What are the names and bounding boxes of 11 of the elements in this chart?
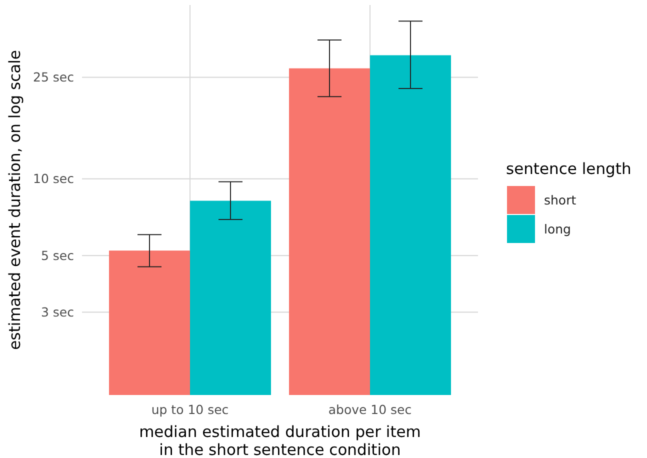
x-axis-title: median estimated duration per item in the short sentence condition: [139, 423, 421, 458]
legend-label: long: [544, 221, 571, 236]
y-axis-title: estimated event duration, on log scale: [6, 50, 24, 350]
legend-label: short: [544, 192, 576, 208]
y-tick-label: 25 sec: [33, 70, 74, 85]
y-tick-label: 3 sec: [40, 304, 74, 320]
y-tick-label: 5 sec: [40, 248, 74, 263]
x-tick-label: up to 10 sec: [151, 402, 229, 417]
legend-title: sentence length: [506, 160, 632, 178]
x-tick-label: above 10 sec: [328, 402, 412, 417]
y-tick-label: 10 sec: [33, 171, 74, 186]
